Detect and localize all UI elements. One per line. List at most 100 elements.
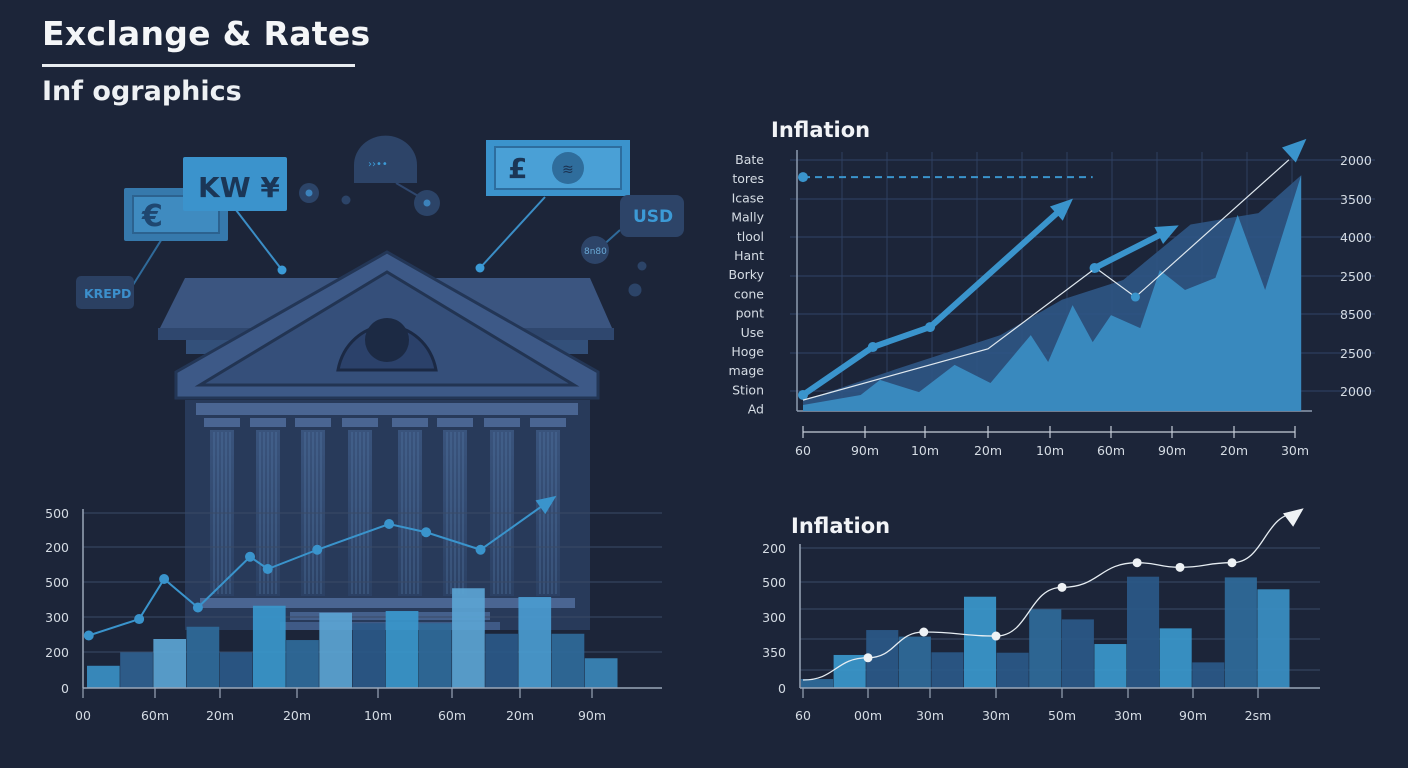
trend-point [475,544,486,555]
left-axis-label: tlool [737,229,764,244]
trend-arrow-line [1093,227,1172,271]
left-axis-label: Mally [731,210,764,225]
trend-point [1132,558,1142,568]
chat-dots: ››•• [368,159,388,170]
trend-point [421,527,432,538]
usd-label: USD [633,207,673,227]
chat-bubble-icon [354,135,417,183]
left-axis-label: Hant [734,248,764,263]
bar [418,623,452,688]
trend-point [863,653,873,663]
coin-icon [581,236,609,264]
bar [1029,609,1062,688]
trend-point [192,602,203,613]
left-axis-label: Icase [732,190,765,205]
bar [996,652,1029,688]
note-won-yen: KW ¥ [198,171,280,204]
thin-trend-point [1091,263,1101,273]
steam-glyph: ≋ [562,162,574,178]
y-tick-label: 300 [45,610,69,625]
x-tick-label: 90m [578,708,606,723]
trend-point [867,342,878,353]
bar [931,652,964,688]
thin-trend-point [1130,292,1140,302]
bar [801,679,834,688]
bar [252,605,286,688]
chart-bottom-right: 200 500 300 350 0 60 00m 30m 30m 50m 30m 90m 2sm [762,508,1320,723]
x-tick-label: 30m [916,708,944,723]
x-tick-label: 60m [1097,443,1125,458]
bar [219,652,253,688]
y-tick-label: 300 [762,610,786,625]
y-tick-label: 0 [778,681,786,696]
bar [87,665,120,688]
y-tick-label: 350 [762,645,786,660]
trend-point [991,631,1001,641]
y-tick-label: 0 [61,681,69,696]
trend-point [1057,582,1067,592]
x-tick-label: 00 [75,708,91,723]
x-tick-label: 20m [206,708,234,723]
bar [1094,644,1127,688]
x-tick-label: 20m [1220,443,1248,458]
column-capital [204,418,240,427]
left-axis-label: tores [732,171,764,186]
bar [385,611,419,688]
bar [1061,619,1094,688]
krepd-label: KREPD [84,286,131,301]
x-tick-label: 90m [851,443,879,458]
pound-banknote-icon: ≋ [486,140,630,196]
bar [1159,628,1192,688]
arrow-head [535,495,557,515]
bar [1257,589,1290,688]
bar [120,652,153,688]
y-tick-label: 200 [45,540,69,555]
left-axis-label: cone [734,286,764,301]
right-tick-label: 2500 [1340,269,1372,284]
reference-point [798,172,808,183]
trend-point [925,322,936,333]
x-tick-label: 60m [438,708,466,723]
bar [551,633,585,688]
x-tick-label: 30m [1114,708,1142,723]
x-tick-label: 20m [506,708,534,723]
chart-top-right-title: Inflation [771,118,871,142]
title-divider [42,64,355,67]
trend-point [159,573,170,584]
left-axis-label: Borky [728,267,764,282]
y-tick-label: 500 [45,506,69,521]
bar [964,596,997,688]
left-axis-label: Use [741,325,765,340]
y-tick-label: 200 [762,541,786,556]
chart-top-right: 2000 3500 4000 2500 8500 2500 2000 Bate tores Ica… [728,138,1375,458]
right-tick-label: 2500 [1340,346,1372,361]
note-pound: £ [508,152,527,185]
left-axis-label: Ad [748,402,764,417]
right-tick-label: 3500 [1340,192,1372,207]
x-tick-label: 10m [911,443,939,458]
page-title: Exclange & Rates [42,14,371,53]
chart-bottom-right-title: Inflation [791,514,891,538]
x-tick-label: 30m [982,708,1010,723]
left-axis-label: Hoge [731,344,764,359]
bank-building-icon [158,250,614,630]
bar [584,658,618,688]
x-tick-label: 20m [283,708,311,723]
left-axis-label: Bate [735,152,764,167]
y-tick-label: 200 [45,645,69,660]
column-capital [250,418,286,427]
column-capital [342,418,378,427]
bar [1224,577,1257,688]
x-tick-label: 00m [854,708,882,723]
x-tick-label: 10m [1036,443,1064,458]
trend-point [83,630,94,641]
left-axis-label: mage [729,363,765,378]
bar [485,633,518,688]
arrow-head [1154,225,1179,245]
bar [1192,662,1225,688]
page-subtitle: Inf ographics [42,76,242,107]
trend-point [134,614,145,625]
won-yen-sign-icon [183,157,287,211]
